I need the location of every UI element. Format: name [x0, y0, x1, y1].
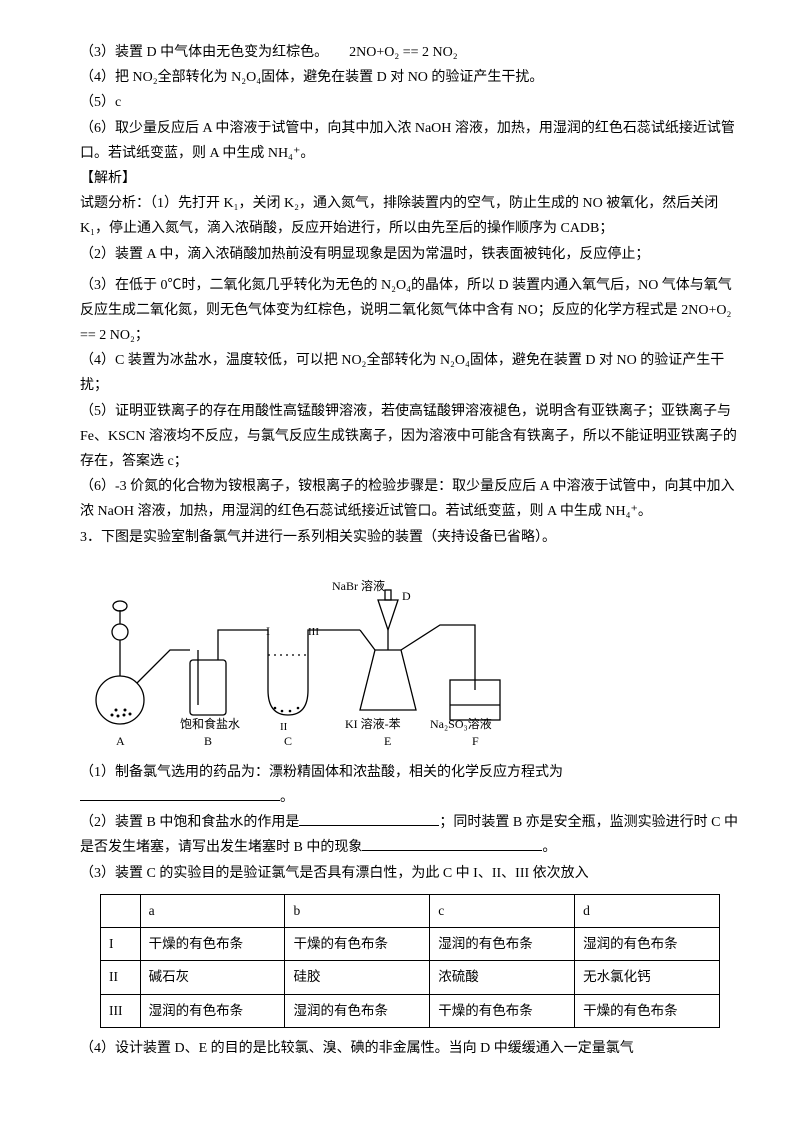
label-ki: KI 溶液-苯: [345, 716, 401, 731]
blank-2a: [299, 811, 439, 826]
analysis-p3: （3）在低于 0℃时，二氧化氮几乎转化为无色的 N₂O₄的晶体，所以 D 装置内…: [80, 273, 740, 349]
q2c-text: 。: [542, 840, 556, 855]
cell: 碱石灰: [140, 961, 285, 994]
label-A: A: [116, 734, 125, 748]
cell: 湿润的有色布条: [430, 927, 575, 960]
th-d: d: [575, 894, 720, 927]
analysis-p2: （2）装置 A 中，滴入浓硝酸加热前没有明显现象是因为常温时，铁表面被钝化，反应…: [80, 242, 740, 267]
q3-sub1: （1）制备氯气选用的药品为：漂粉精固体和浓盐酸，相关的化学反应方程式为: [80, 760, 740, 785]
analysis-label: 【解析】: [80, 166, 740, 191]
cell: 湿润的有色布条: [140, 994, 285, 1027]
analysis-intro: 试题分析：（1）先打开 K₁，关闭 K₂，通入氮气，排除装置内的空气，防止生成的…: [80, 191, 740, 241]
th-c: c: [430, 894, 575, 927]
label-D-top: D: [402, 589, 411, 603]
table-row: I 干燥的有色布条 干燥的有色布条 湿润的有色布条 湿润的有色布条: [101, 927, 720, 960]
cell: 湿润的有色布条: [285, 994, 430, 1027]
th-a: a: [140, 894, 285, 927]
table-row: II 碱石灰 硅胶 浓硫酸 无水氯化钙: [101, 961, 720, 994]
q3-sub2: （2）装置 B 中饱和食盐水的作用是；同时装置 B 亦是安全瓶，监测实验进行时 …: [80, 810, 740, 860]
answer-5: （5）c: [80, 90, 740, 115]
apparatus-diagram: NaBr 溶液 D 饱和食盐水 KI 溶液-苯 Na₂SO₃溶液 I II II…: [80, 560, 530, 750]
cell: II: [101, 961, 141, 994]
answer-3: （3）装置 D 中气体由无色变为红棕色。 2NO+O₂ == 2 NO₂: [80, 40, 740, 65]
analysis-p6: （6）-3 价氮的化合物为铵根离子，铵根离子的检验步骤是：取少量反应后 A 中溶…: [80, 474, 740, 524]
th-b: b: [285, 894, 430, 927]
th-blank: [101, 894, 141, 927]
cell: 干燥的有色布条: [285, 927, 430, 960]
answer-4: （4）把 NO₂全部转化为 N₂O₄固体，避免在装置 D 对 NO 的验证产生干…: [80, 65, 740, 90]
answer-6: （6）取少量反应后 A 中溶液于试管中，向其中加入浓 NaOH 溶液，加热，用湿…: [80, 116, 740, 166]
blank-2b: [362, 836, 542, 851]
q1-tail: 。: [280, 790, 294, 805]
analysis-p5: （5）证明亚铁离子的存在用酸性高锰酸钾溶液，若使高锰酸钾溶液褪色，说明含有亚铁离…: [80, 399, 740, 475]
cell: III: [101, 994, 141, 1027]
cell: 干燥的有色布条: [575, 994, 720, 1027]
analysis-p4: （4）C 装置为冰盐水，温度较低，可以把 NO₂全部转化为 N₂O₄固体，避免在…: [80, 348, 740, 398]
document-page: （3）装置 D 中气体由无色变为红棕色。 2NO+O₂ == 2 NO₂ （4）…: [0, 0, 800, 1101]
label-nabr: NaBr 溶液: [332, 578, 385, 593]
label-I: I: [266, 624, 270, 638]
q3-sub3: （3）装置 C 的实验目的是验证氯气是否具有漂白性，为此 C 中 I、II、II…: [80, 861, 740, 886]
cell: 浓硫酸: [430, 961, 575, 994]
label-E: E: [384, 734, 391, 748]
label-B: B: [204, 734, 212, 748]
label-sat-salt: 饱和食盐水: [180, 716, 240, 731]
label-II: II: [280, 721, 288, 733]
blank-1: [80, 786, 280, 801]
cell: 硅胶: [285, 961, 430, 994]
q3-sub4: （4）设计装置 D、E 的目的是比较氯、溴、碘的非金属性。当向 D 中缓缓通入一…: [80, 1036, 740, 1061]
label-III: III: [308, 626, 319, 638]
label-na2so3: Na₂SO₃溶液: [430, 716, 492, 731]
q3-prompt: 3．下图是实验室制备氯气并进行一系列相关实验的装置（夹持设备已省略）。: [80, 525, 740, 550]
cell: I: [101, 927, 141, 960]
q3-sub1-blank: 。: [80, 785, 740, 810]
cell: 干燥的有色布条: [430, 994, 575, 1027]
cell: 干燥的有色布条: [140, 927, 285, 960]
table-header-row: a b c d: [101, 894, 720, 927]
cell: 湿润的有色布条: [575, 927, 720, 960]
label-F: F: [472, 734, 479, 748]
options-table: a b c d I 干燥的有色布条 干燥的有色布条 湿润的有色布条 湿润的有色布…: [100, 894, 720, 1028]
q2a-text: （2）装置 B 中饱和食盐水的作用是: [80, 815, 299, 830]
table-row: III 湿润的有色布条 湿润的有色布条 干燥的有色布条 干燥的有色布条: [101, 994, 720, 1027]
label-C: C: [284, 734, 292, 748]
cell: 无水氯化钙: [575, 961, 720, 994]
